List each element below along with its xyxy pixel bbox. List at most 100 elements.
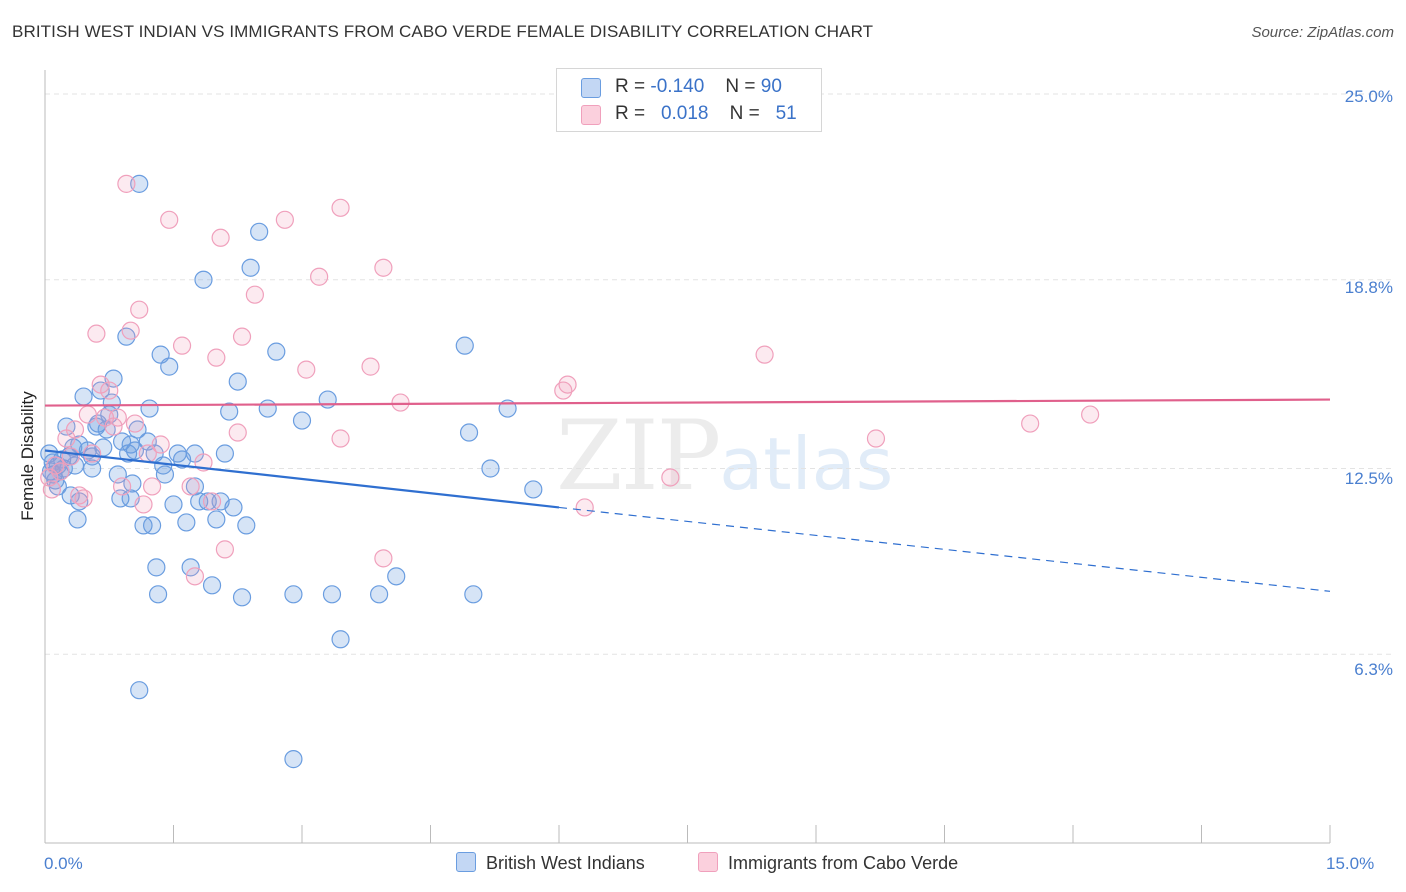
british-west-indian-point (318, 390, 337, 409)
cabo-verde-point (151, 435, 170, 454)
cabo-verde-point (100, 381, 119, 400)
watermark-atlas: atlas (719, 422, 894, 506)
cabo-verde-point (391, 393, 410, 412)
british-west-indian-point (140, 399, 159, 418)
cabo-verde-point (374, 549, 393, 568)
y-tick-label: 6.3% (1354, 660, 1393, 679)
british-west-indian-point (481, 459, 500, 478)
n-label: N = (729, 103, 760, 124)
british-west-indian-point (123, 474, 142, 493)
british-west-indian-point (160, 357, 179, 376)
british-west-indian-point (292, 411, 312, 430)
cabo-verde-point (1021, 414, 1040, 433)
r-value: 0.018 (660, 103, 709, 124)
british-west-indian-point (464, 585, 483, 604)
r-label: R = (615, 103, 646, 124)
source-label: Source: ZipAtlas.com (1251, 24, 1394, 41)
british-west-indian-point (194, 270, 213, 289)
british-west-indian-point (185, 477, 205, 496)
n-value: 90 (760, 76, 782, 97)
british-west-indian-point (177, 513, 196, 532)
n-value: 51 (775, 103, 797, 124)
blue-swatch (581, 78, 601, 98)
cabo-verde-point (74, 489, 93, 508)
y-tick-label: 18.8% (1344, 278, 1393, 297)
cabo-verde-point (245, 285, 264, 304)
cabo-verde-point (87, 324, 106, 343)
british-west-indian-point (224, 498, 243, 517)
british-west-indian-point (155, 465, 175, 484)
cabo-verde-point (211, 228, 230, 247)
cabo-verde-point (51, 462, 70, 481)
cabo-verde-point (228, 423, 247, 442)
british-west-indian-point (181, 558, 200, 577)
cabo-verde-point (866, 429, 886, 448)
cabo-verde-point (185, 567, 205, 586)
legend-item-cabo-verde: Immigrants from Cabo Verde (698, 852, 958, 874)
chart-title: BRITISH WEST INDIAN VS IMMIGRANTS FROM C… (12, 22, 874, 41)
series-name: Immigrants from Cabo Verde (728, 853, 959, 873)
pink-trend-line (44, 398, 1331, 407)
cabo-verde-point (46, 456, 65, 475)
british-west-indian-point (130, 681, 149, 700)
british-west-indian-point (130, 174, 149, 193)
british-west-indian-point (524, 480, 543, 499)
cabo-verde-point (117, 174, 136, 193)
cabo-verde-point (61, 447, 80, 466)
cabo-verde-point (142, 477, 162, 496)
x-tick-label: 15.0% (1326, 854, 1375, 873)
cabo-verde-point (232, 327, 252, 346)
cabo-verde-point (661, 468, 680, 487)
cabo-verde-point (331, 429, 350, 448)
correlation-legend: R = -0.140 N = 90 R = 0.018 N = 51 (556, 68, 822, 132)
british-west-indian-point (370, 585, 389, 604)
watermark-zip: ZIP (556, 400, 721, 512)
british-west-indian-point (237, 516, 256, 535)
cabo-verde-point (215, 540, 234, 559)
cabo-verde-point (202, 492, 222, 511)
british-west-indian-point (108, 465, 127, 484)
british-west-indian-point (198, 492, 217, 511)
cabo-verde-point (755, 345, 774, 364)
blue-swatch (456, 852, 476, 872)
r-label: R = (615, 76, 646, 97)
cabo-verde-point (575, 498, 594, 517)
cabo-verde-point (125, 414, 145, 433)
blue-trend-extension (558, 506, 1331, 592)
cabo-verde-point (310, 267, 329, 286)
british-west-indian-point (241, 258, 260, 277)
cabo-verde-point (172, 336, 192, 355)
british-west-indian-point (228, 372, 247, 391)
british-west-indian-point (142, 516, 162, 535)
british-west-indian-point (232, 588, 252, 607)
watermark: ZIPatlas (556, 400, 893, 512)
pink-swatch (698, 852, 718, 872)
cabo-verde-point (134, 495, 153, 514)
pink-swatch (581, 105, 601, 125)
y-tick-label: 25.0% (1344, 87, 1393, 106)
blue-trend-line (44, 449, 560, 509)
y-tick-label: 12.5% (1344, 469, 1393, 488)
british-west-indian-point (202, 576, 222, 595)
british-west-indian-point (322, 585, 342, 604)
british-west-indian-point (267, 342, 286, 361)
british-west-indian-point (258, 399, 277, 418)
cabo-verde-point (361, 357, 380, 376)
x-tick-label: 0.0% (44, 854, 83, 873)
cabo-verde-point (207, 348, 226, 367)
cabo-verde-point (160, 210, 179, 229)
british-west-indian-point (459, 423, 479, 442)
cabo-verde-point (83, 444, 102, 463)
cabo-verde-point (108, 408, 127, 427)
r-value: -0.140 (650, 76, 705, 97)
series-name: British West Indians (486, 853, 645, 873)
british-west-indian-point (148, 585, 168, 604)
british-west-indian-point (121, 435, 140, 454)
cabo-verde-point (78, 405, 97, 424)
british-west-indian-point (331, 630, 350, 649)
legend-item-british-west-indians: British West Indians (456, 852, 645, 874)
y-axis-label: Female Disability (18, 391, 37, 521)
cabo-verde-point (104, 417, 123, 436)
british-west-indian-point (68, 510, 87, 529)
